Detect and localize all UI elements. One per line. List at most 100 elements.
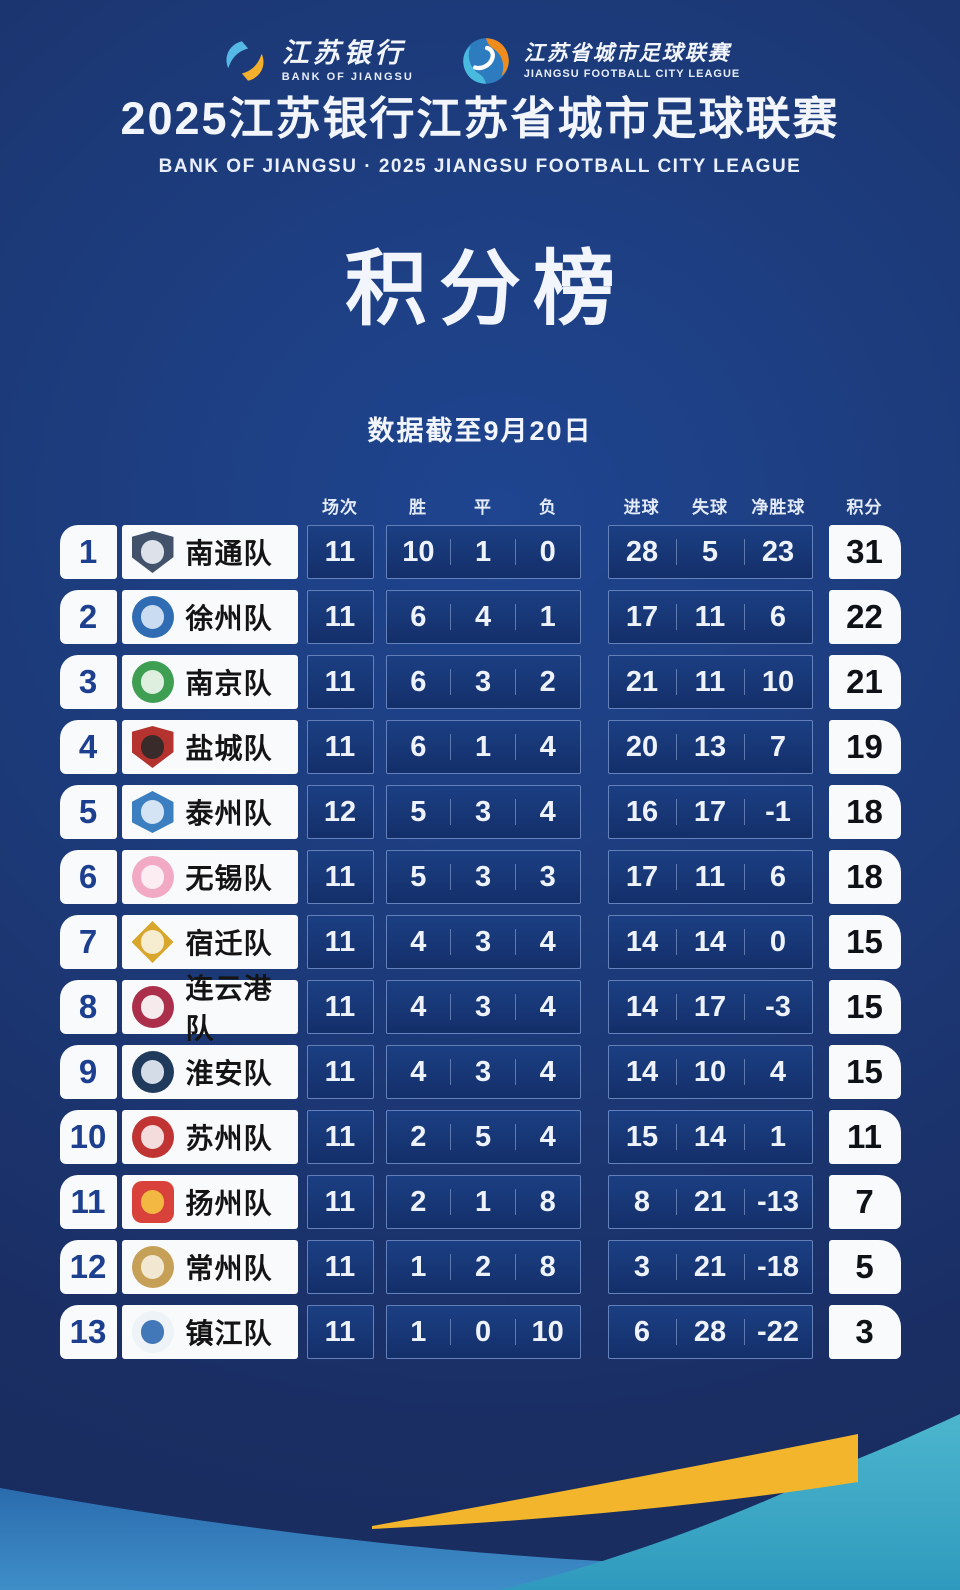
goal-difference-value: 6 — [769, 600, 787, 633]
divider — [675, 1124, 677, 1151]
rank-number: 10 — [69, 1118, 107, 1156]
played-cell: 11 — [306, 655, 374, 710]
rank-number: 5 — [78, 793, 98, 831]
goals-cell: 8 21 -13 — [607, 1175, 813, 1230]
points-cell: 19 — [828, 720, 901, 775]
rank-number: 8 — [78, 988, 98, 1026]
played-value: 11 — [324, 730, 356, 763]
played-cell: 11 — [306, 850, 374, 905]
divider — [514, 1189, 516, 1216]
win-draw-loss-cell: 5 3 3 — [385, 850, 581, 905]
divider — [675, 604, 677, 631]
draw-value: 1 — [474, 730, 492, 763]
divider — [514, 864, 516, 891]
column-header-wdl: 胜 平 负 — [386, 493, 581, 518]
points-number: 3 — [855, 1313, 874, 1351]
divider — [514, 799, 516, 826]
divider — [450, 734, 452, 761]
win-draw-loss-cell: 1 0 10 — [385, 1305, 581, 1360]
goals-for-value: 3 — [633, 1250, 651, 1283]
draw-value: 3 — [474, 795, 492, 828]
win-draw-loss-cell: 6 4 1 — [385, 590, 581, 645]
column-header-played: 场次 — [307, 493, 374, 518]
win-draw-loss-cell: 4 3 4 — [385, 980, 581, 1035]
team-name: 宿迁队 — [185, 928, 273, 960]
column-header-points: 积分 — [829, 493, 901, 518]
loss-value: 8 — [539, 1185, 556, 1218]
divider — [514, 669, 516, 696]
table-row: 3 南京队 11 6 3 2 21 11 10 21 — [59, 655, 901, 710]
played-value: 11 — [324, 535, 356, 568]
rank-cell: 1 — [59, 525, 117, 580]
win-value: 1 — [410, 1315, 427, 1348]
win-draw-loss-cell: 2 5 4 — [385, 1110, 581, 1165]
divider — [514, 604, 516, 631]
divider — [675, 1059, 677, 1086]
loss-value: 4 — [539, 1055, 556, 1088]
goal-difference-value: 1 — [769, 1120, 787, 1153]
points-number: 31 — [846, 533, 883, 571]
divider — [675, 1254, 677, 1281]
goals-for-value: 17 — [625, 860, 659, 893]
divider — [450, 1059, 452, 1086]
divider — [514, 1124, 516, 1151]
points-cell: 15 — [828, 980, 901, 1035]
rank-cell: 7 — [59, 915, 117, 970]
goals-for-value: 8 — [633, 1185, 651, 1218]
goals-against-value: 17 — [693, 990, 727, 1023]
column-label: 失球 — [691, 498, 728, 518]
divider — [450, 1254, 452, 1281]
draw-value: 3 — [474, 860, 492, 893]
goal-difference-value: -18 — [757, 1250, 799, 1283]
played-value: 11 — [324, 925, 356, 958]
points-cell: 11 — [828, 1110, 901, 1165]
league-logo-en: JIANGSU FOOTBALL CITY LEAGUE — [523, 67, 741, 80]
goals-cell: 3 21 -18 — [607, 1240, 813, 1295]
team-name: 常州队 — [185, 1253, 273, 1285]
divider — [743, 799, 745, 826]
zhenjiang-badge — [131, 1311, 174, 1354]
team-cell: 南通队 — [121, 525, 298, 580]
team-name: 泰州队 — [185, 798, 273, 830]
divider — [675, 994, 677, 1021]
goals-cell: 14 17 -3 — [607, 980, 813, 1035]
rank-cell: 12 — [59, 1240, 117, 1295]
rank-number: 1 — [78, 533, 98, 571]
team-logo-inner — [140, 1255, 165, 1279]
rank-cell: 6 — [59, 850, 117, 905]
goals-cell: 15 14 1 — [607, 1110, 813, 1165]
played-value: 11 — [324, 600, 356, 633]
points-cell: 18 — [828, 785, 901, 840]
logo-row: 江苏银行 BANK OF JIANGSU 江苏省城市足球联赛 JIANGSU F… — [0, 0, 960, 84]
team-logo-inner — [140, 735, 165, 759]
goals-for-value: 21 — [625, 665, 659, 698]
team-name: 无锡队 — [185, 863, 273, 895]
divider — [675, 864, 677, 891]
points-cell: 31 — [828, 525, 901, 580]
team-cell: 扬州队 — [121, 1175, 298, 1230]
points-cell: 3 — [828, 1305, 901, 1360]
divider — [743, 994, 745, 1021]
divider — [743, 1059, 745, 1086]
played-cell: 11 — [306, 1110, 374, 1165]
divider — [450, 1189, 452, 1216]
team-logo-inner — [140, 1320, 165, 1344]
draw-value: 3 — [474, 990, 492, 1023]
page-subtitle: BANK OF JIANGSU · 2025 JIANGSU FOOTBALL … — [158, 156, 802, 177]
played-cell: 11 — [306, 590, 374, 645]
played-cell: 11 — [306, 1240, 374, 1295]
divider — [450, 1124, 452, 1151]
divider — [514, 539, 516, 566]
goals-for-value: 16 — [625, 795, 659, 828]
huaian-badge — [131, 1051, 174, 1094]
league-logo: 江苏省城市足球联赛 JIANGSU FOOTBALL CITY LEAGUE — [460, 35, 740, 87]
rank-number: 13 — [69, 1313, 107, 1351]
team-cell: 常州队 — [121, 1240, 298, 1295]
goal-difference-value: 10 — [761, 665, 795, 698]
points-cell: 5 — [828, 1240, 901, 1295]
table-row: 8 连云港队 11 4 3 4 14 17 -3 15 — [59, 973, 901, 1044]
divider — [514, 734, 516, 761]
standings-title: 积分榜 — [344, 244, 627, 335]
bank-logo-text: 江苏银行 BANK OF JIANGSU — [282, 39, 414, 83]
column-label: 进球 — [623, 498, 660, 518]
